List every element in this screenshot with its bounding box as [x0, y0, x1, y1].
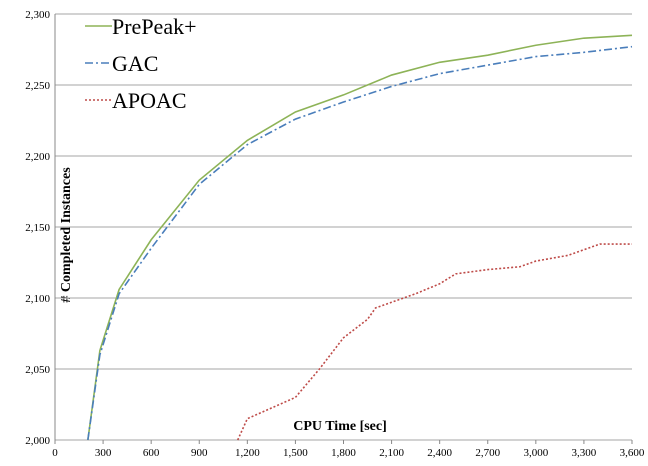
- x-tick-label: 3,000: [523, 447, 548, 459]
- x-tick-label: 1,500: [283, 447, 308, 459]
- y-tick-label: 2,000: [25, 435, 50, 447]
- series-line: [236, 243, 632, 441]
- x-tick-label: 3,600: [620, 447, 645, 459]
- x-axis-title: CPU Time [sec]: [293, 419, 387, 434]
- x-tick-label: 300: [95, 447, 112, 459]
- x-tick-label: 2,100: [379, 447, 404, 459]
- x-tick-label: 1,200: [235, 447, 260, 459]
- series-line: [87, 45, 633, 441]
- y-tick-label: 2,100: [25, 293, 50, 305]
- legend-label: PrePeak+: [112, 14, 197, 39]
- y-tick-label: 2,300: [25, 9, 50, 21]
- x-tick-label: 2,700: [475, 447, 500, 459]
- x-tick-label: 0: [52, 447, 58, 459]
- legend-label: GAC: [112, 51, 158, 76]
- y-tick-label: 2,150: [25, 222, 50, 234]
- y-tick-label: 2,200: [25, 151, 50, 163]
- legend-label: APOAC: [112, 88, 187, 113]
- x-tick-label: 900: [191, 447, 208, 459]
- x-tick-label: 1,800: [331, 447, 356, 459]
- y-tick-label: 2,250: [25, 80, 50, 92]
- x-tick-label: 3,300: [572, 447, 597, 459]
- y-axis-title: # Completed Instances: [59, 167, 74, 303]
- x-tick-label: 2,400: [427, 447, 452, 459]
- y-tick-label: 2,050: [25, 364, 50, 376]
- x-tick-label: 600: [143, 447, 160, 459]
- series-line: [87, 34, 633, 441]
